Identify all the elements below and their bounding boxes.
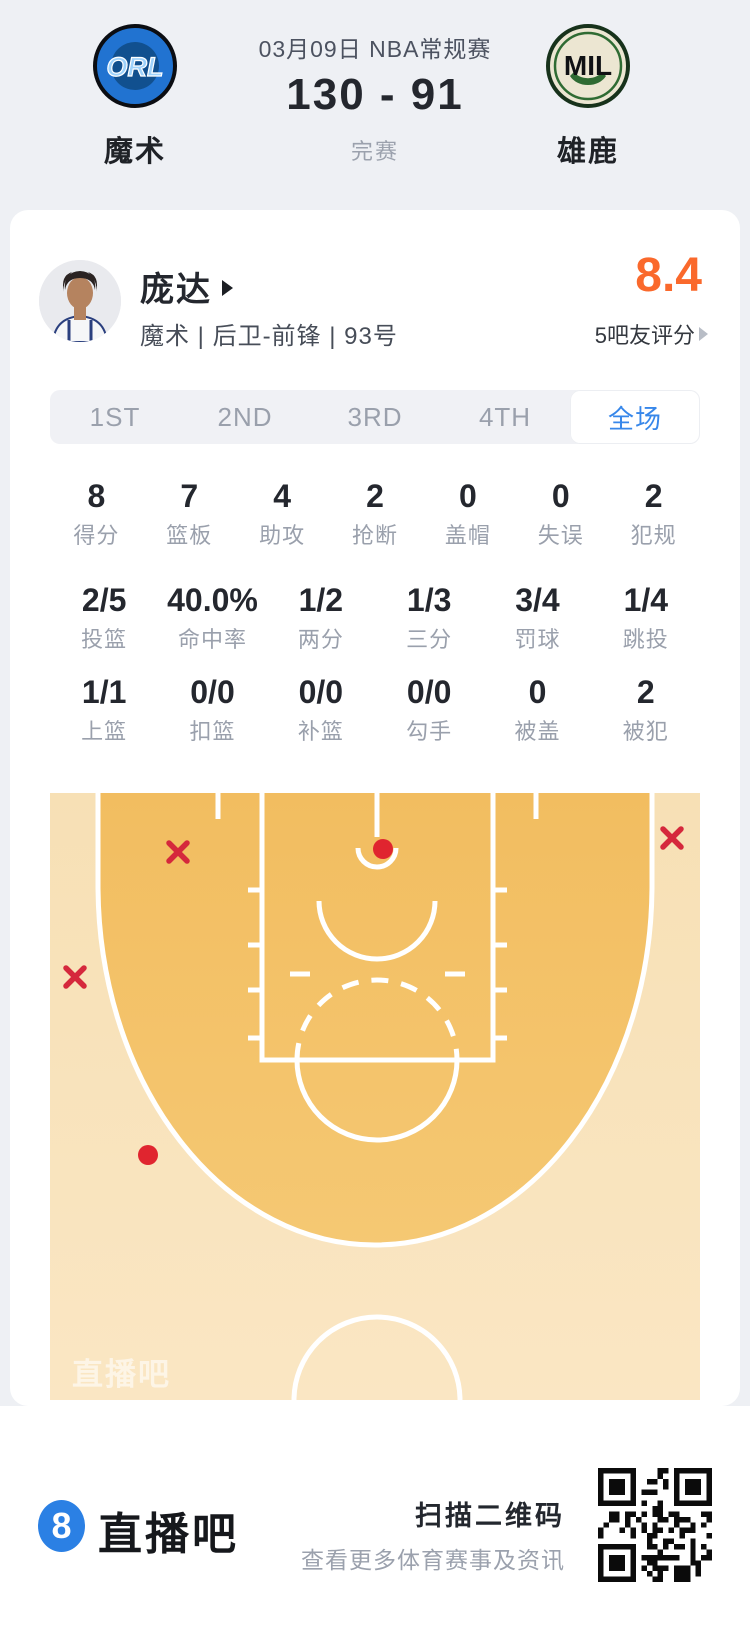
stat-ft: 3/4 罚球 xyxy=(514,582,561,652)
qr-code xyxy=(598,1468,712,1582)
home-team-abbr: ORL xyxy=(107,52,164,82)
free-throw-circle-solid xyxy=(294,1059,460,1143)
stat-2pt: 1/2 两分 xyxy=(297,582,344,652)
tab-3rd[interactable]: 3RD xyxy=(347,401,403,432)
away-team-logo: MIL xyxy=(546,24,630,108)
footer-brand: 直播吧 xyxy=(98,1510,239,1559)
home-team-name: 魔术 xyxy=(103,136,166,168)
stat-fouled: 2 被犯 xyxy=(622,674,669,744)
half-court-circle xyxy=(291,1314,463,1400)
stat-fg-pct: 40.0% 命中率 xyxy=(167,582,258,652)
tab-full-game[interactable]: 全场 xyxy=(570,390,700,444)
stat-3pt: 1/3 三分 xyxy=(406,582,453,652)
zhibo8-logo-icon: 8 xyxy=(38,1500,85,1552)
stat-rebounds: 7 篮板 xyxy=(166,478,213,548)
scan-subtitle: 查看更多体育赛事及资讯 xyxy=(301,1547,565,1573)
player-avatar[interactable] xyxy=(39,260,121,342)
stat-turnovers: 0 失误 xyxy=(537,478,584,548)
rating-votes-label: 5吧友评分 xyxy=(594,323,695,348)
tab-2nd[interactable]: 2ND xyxy=(217,401,273,432)
rim-arc xyxy=(355,847,399,870)
missed-shot-marker xyxy=(660,826,684,850)
tab-1st[interactable]: 1ST xyxy=(89,401,141,432)
stat-jumpshot: 1/4 跳投 xyxy=(622,582,669,652)
tab-4th[interactable]: 4TH xyxy=(478,401,532,432)
lane-hash-right xyxy=(493,887,507,1041)
player-name: 庞达 xyxy=(140,271,212,309)
stats-row-basic: 8 得分 7 篮板 4 助攻 2 抢断 0 盖帽 0 失误 2 犯规 xyxy=(50,476,700,551)
away-team-abbr: MIL xyxy=(564,50,612,81)
stat-layup: 1/1 上篮 xyxy=(81,674,128,744)
stat-assists: 4 助攻 xyxy=(259,478,306,548)
game-date-title: 03月09日 NBA常规赛 xyxy=(258,36,492,62)
paint-lane-lines xyxy=(259,793,496,1063)
free-throw-circle-dashed xyxy=(294,977,460,1061)
made-shot-marker xyxy=(138,1145,158,1165)
court-watermark: 直播吧 xyxy=(72,1357,171,1392)
stats-row-detail: 1/1 上篮 0/0 扣篮 0/0 补篮 0/0 勾手 0 被盖 2 被犯 xyxy=(50,672,700,747)
quarter-tabbar: 1ST 2ND 3RD 4TH 全场 xyxy=(50,390,700,444)
shot-chart: 直播吧 xyxy=(50,793,700,1400)
restricted-arc xyxy=(316,900,438,962)
missed-shot-marker xyxy=(63,965,87,989)
player-detail-arrow-icon xyxy=(222,280,233,296)
player-rating: 8.4 xyxy=(635,249,702,302)
player-info: 魔术 | 后卫-前锋 | 93号 xyxy=(140,323,398,350)
stat-fg: 2/5 投篮 xyxy=(81,582,128,652)
scan-title: 扫描二维码 xyxy=(415,1501,565,1531)
rating-arrow-icon xyxy=(699,327,708,341)
stat-points: 8 得分 xyxy=(73,478,120,548)
lane-hash-left xyxy=(248,887,262,1041)
three-point-area xyxy=(98,793,652,1245)
three-point-line xyxy=(95,793,655,1248)
made-shot-marker xyxy=(373,839,393,859)
baseline-marks xyxy=(215,793,539,819)
stat-blocks: 0 盖帽 xyxy=(444,478,491,548)
stats-row-shooting: 2/5 投篮 40.0% 命中率 1/2 两分 1/3 三分 3/4 罚球 1/… xyxy=(50,580,700,655)
rating-votes-link[interactable]: 5吧友评分 xyxy=(595,318,708,350)
stat-got-blocked: 0 被盖 xyxy=(514,674,561,744)
home-team-logo: ORL xyxy=(93,24,177,108)
player-name-row[interactable]: 庞达 xyxy=(140,262,233,311)
game-score: 130 - 91 xyxy=(286,70,464,119)
court-lines xyxy=(95,793,655,1400)
scan-block: 扫描二维码 查看更多体育赛事及资讯 xyxy=(301,1494,565,1575)
stat-fouls: 2 犯规 xyxy=(630,478,677,548)
away-team-name: 雄鹿 xyxy=(556,136,619,168)
stat-hook: 0/0 勾手 xyxy=(406,674,453,744)
stat-dunk: 0/0 扣篮 xyxy=(189,674,236,744)
missed-shot-marker xyxy=(166,840,190,864)
game-status: 完赛 xyxy=(350,139,399,164)
stat-steals: 2 抢断 xyxy=(352,478,399,548)
stat-putback: 0/0 补篮 xyxy=(297,674,344,744)
